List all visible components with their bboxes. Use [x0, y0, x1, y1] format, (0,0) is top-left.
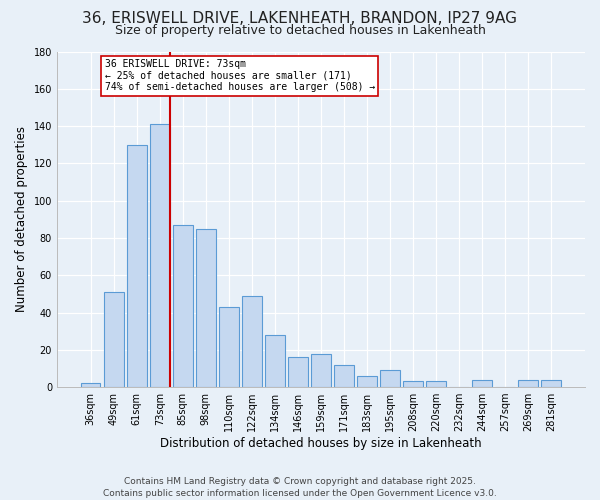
Bar: [357, 376, 377, 387]
Bar: [288, 358, 308, 387]
Bar: [265, 335, 284, 387]
Bar: [196, 228, 215, 387]
Bar: [472, 380, 492, 387]
Text: Size of property relative to detached houses in Lakenheath: Size of property relative to detached ho…: [115, 24, 485, 37]
Bar: [311, 354, 331, 387]
Bar: [81, 384, 100, 387]
Bar: [334, 364, 354, 387]
Bar: [403, 382, 423, 387]
Bar: [426, 382, 446, 387]
Bar: [242, 296, 262, 387]
Y-axis label: Number of detached properties: Number of detached properties: [15, 126, 28, 312]
Bar: [380, 370, 400, 387]
Text: 36, ERISWELL DRIVE, LAKENHEATH, BRANDON, IP27 9AG: 36, ERISWELL DRIVE, LAKENHEATH, BRANDON,…: [83, 11, 517, 26]
Bar: [173, 225, 193, 387]
Bar: [518, 380, 538, 387]
Bar: [150, 124, 170, 387]
Bar: [219, 307, 239, 387]
Bar: [541, 380, 561, 387]
Text: 36 ERISWELL DRIVE: 73sqm
← 25% of detached houses are smaller (171)
74% of semi-: 36 ERISWELL DRIVE: 73sqm ← 25% of detach…: [104, 59, 375, 92]
Bar: [104, 292, 124, 387]
X-axis label: Distribution of detached houses by size in Lakenheath: Distribution of detached houses by size …: [160, 437, 482, 450]
Text: Contains HM Land Registry data © Crown copyright and database right 2025.
Contai: Contains HM Land Registry data © Crown c…: [103, 476, 497, 498]
Bar: [127, 144, 146, 387]
